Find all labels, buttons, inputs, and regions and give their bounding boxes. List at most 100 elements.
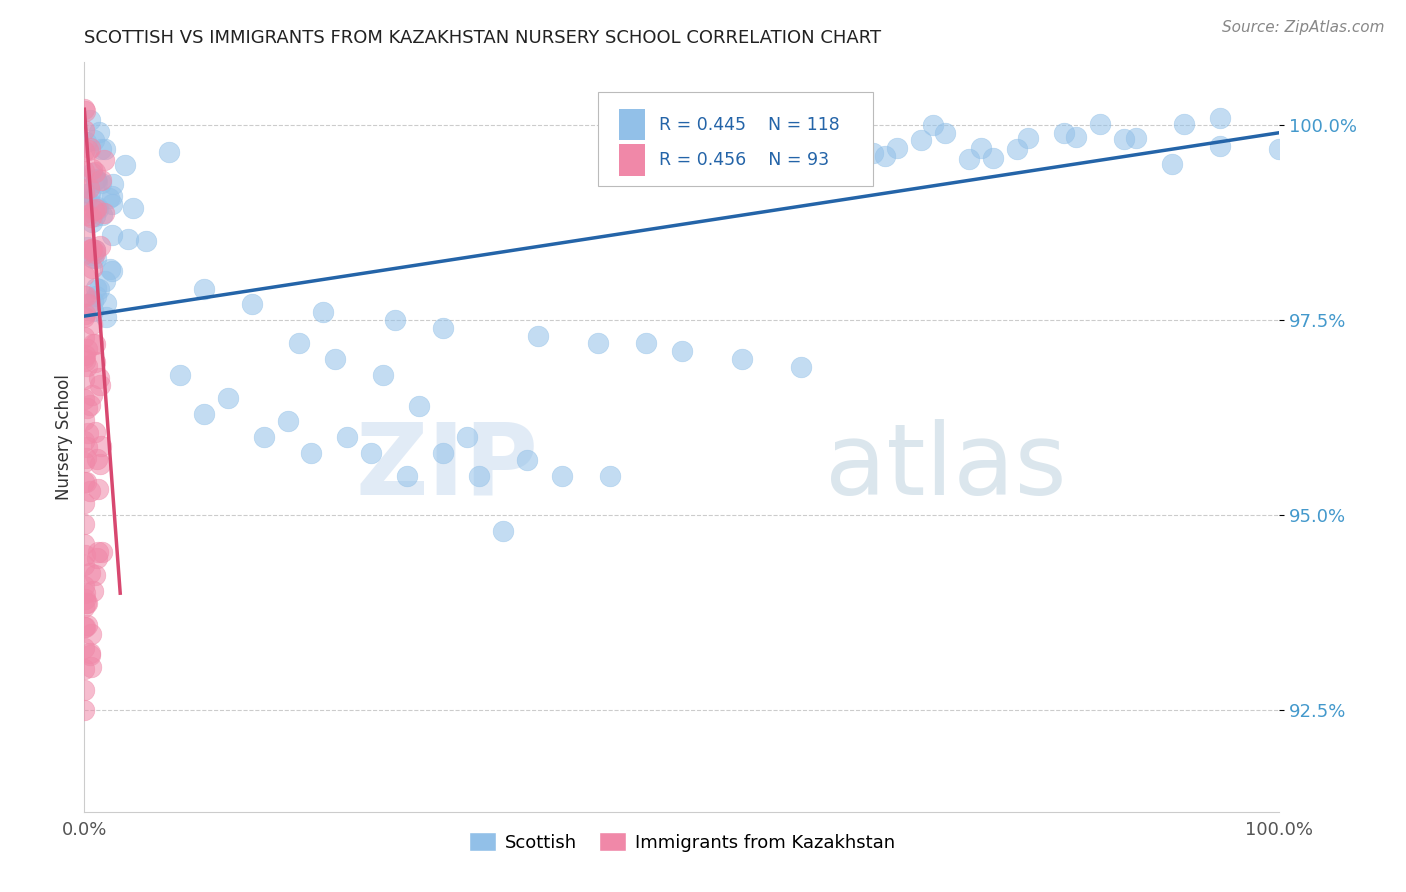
Point bbox=[75, 288, 97, 302]
Point bbox=[193, 282, 215, 296]
Point bbox=[981, 151, 1004, 165]
Point bbox=[86, 172, 108, 186]
Point bbox=[82, 252, 104, 266]
Point bbox=[73, 206, 96, 220]
Point bbox=[75, 193, 97, 207]
Point bbox=[101, 228, 124, 243]
Point bbox=[75, 595, 97, 609]
Point bbox=[73, 516, 96, 531]
Point bbox=[73, 703, 96, 717]
Text: SCOTTISH VS IMMIGRANTS FROM KAZAKHSTAN NURSERY SCHOOL CORRELATION CHART: SCOTTISH VS IMMIGRANTS FROM KAZAKHSTAN N… bbox=[84, 29, 882, 47]
Bar bbox=[619, 145, 645, 176]
Point bbox=[86, 451, 108, 466]
Point bbox=[73, 413, 96, 427]
Point bbox=[83, 202, 105, 217]
Point bbox=[80, 166, 103, 180]
Point bbox=[86, 175, 108, 189]
Point bbox=[84, 251, 107, 265]
Point bbox=[827, 140, 849, 154]
Point bbox=[87, 202, 110, 217]
Point bbox=[77, 143, 100, 157]
Point bbox=[742, 121, 765, 136]
Point bbox=[75, 549, 97, 563]
Point bbox=[922, 118, 945, 132]
Point bbox=[79, 140, 101, 154]
Point bbox=[384, 313, 406, 327]
Point bbox=[82, 583, 104, 598]
Text: R = 0.456    N = 93: R = 0.456 N = 93 bbox=[659, 151, 830, 169]
Point bbox=[84, 288, 107, 302]
Point bbox=[76, 596, 98, 610]
Point bbox=[87, 483, 110, 497]
Point bbox=[73, 103, 96, 117]
Point bbox=[87, 545, 110, 559]
Point bbox=[76, 359, 98, 374]
Point bbox=[408, 399, 430, 413]
Point bbox=[73, 289, 96, 303]
Point bbox=[100, 188, 122, 202]
Point bbox=[79, 242, 101, 256]
Point bbox=[79, 399, 101, 413]
Point bbox=[718, 140, 741, 154]
Point bbox=[325, 352, 347, 367]
Point bbox=[83, 425, 105, 439]
Point bbox=[89, 457, 111, 471]
Point bbox=[73, 330, 96, 344]
Point bbox=[803, 143, 825, 157]
Point bbox=[90, 173, 112, 187]
Point bbox=[79, 566, 101, 580]
Point bbox=[84, 172, 107, 186]
Point bbox=[77, 186, 100, 201]
Point bbox=[288, 336, 311, 351]
Point bbox=[86, 200, 108, 214]
Point bbox=[93, 153, 115, 167]
Point bbox=[73, 496, 96, 510]
Point bbox=[73, 454, 96, 468]
Point bbox=[101, 197, 124, 211]
Point bbox=[1209, 139, 1232, 153]
Point bbox=[599, 469, 621, 483]
Point bbox=[90, 208, 112, 222]
Point bbox=[73, 310, 96, 324]
Point bbox=[73, 558, 96, 573]
Point bbox=[240, 297, 263, 311]
Point bbox=[80, 210, 103, 224]
Point bbox=[76, 618, 98, 632]
Point bbox=[432, 321, 454, 335]
Point bbox=[135, 234, 157, 248]
Point bbox=[1161, 157, 1184, 171]
Point bbox=[77, 208, 100, 222]
Point bbox=[83, 245, 105, 260]
Point bbox=[636, 336, 658, 351]
Point bbox=[101, 177, 124, 191]
Point bbox=[79, 244, 101, 258]
Point bbox=[80, 215, 103, 229]
Point bbox=[84, 202, 107, 216]
Point bbox=[468, 469, 491, 483]
Point bbox=[83, 165, 105, 179]
Point bbox=[695, 110, 717, 124]
FancyBboxPatch shape bbox=[599, 93, 873, 186]
Point bbox=[217, 391, 239, 405]
Point bbox=[73, 144, 96, 158]
Point bbox=[755, 147, 778, 161]
Point bbox=[91, 544, 114, 558]
Point bbox=[456, 430, 478, 444]
Legend: Scottish, Immigrants from Kazakhstan: Scottish, Immigrants from Kazakhstan bbox=[461, 825, 903, 859]
Point bbox=[73, 579, 96, 593]
Point bbox=[875, 149, 897, 163]
Point bbox=[73, 307, 96, 321]
Point bbox=[73, 682, 96, 697]
Point bbox=[73, 348, 96, 362]
Point bbox=[73, 662, 96, 676]
Point bbox=[89, 370, 111, 384]
Point bbox=[82, 304, 104, 318]
Point bbox=[886, 141, 908, 155]
Point bbox=[73, 392, 96, 407]
Point bbox=[80, 626, 103, 640]
Point bbox=[73, 227, 96, 241]
Point bbox=[89, 239, 111, 253]
Point bbox=[79, 646, 101, 660]
Point bbox=[101, 263, 124, 277]
Point bbox=[73, 475, 96, 490]
